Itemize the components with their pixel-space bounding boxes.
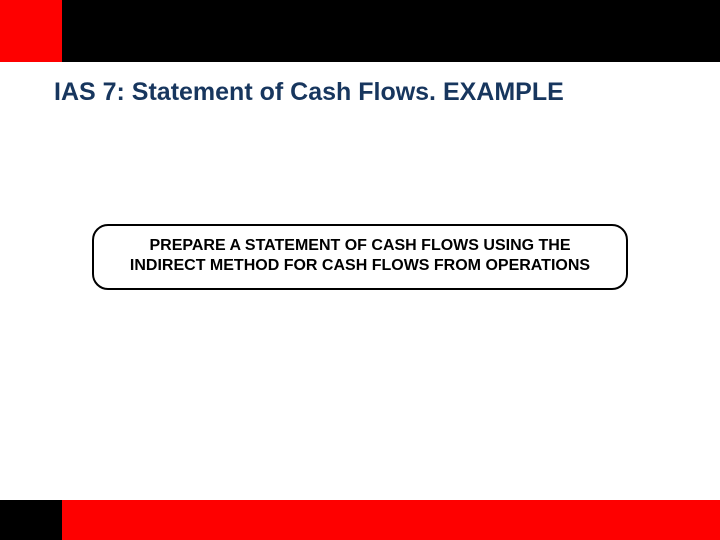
top-red-block [0,0,62,62]
top-black-block [62,0,720,62]
slide-title: IAS 7: Statement of Cash Flows. EXAMPLE [54,78,564,107]
top-bar [0,0,720,62]
instruction-callout: PREPARE A STATEMENT OF CASH FLOWS USING … [92,224,628,290]
bottom-bar [0,500,720,540]
bottom-red-block [62,500,720,540]
bottom-black-block [0,500,62,540]
